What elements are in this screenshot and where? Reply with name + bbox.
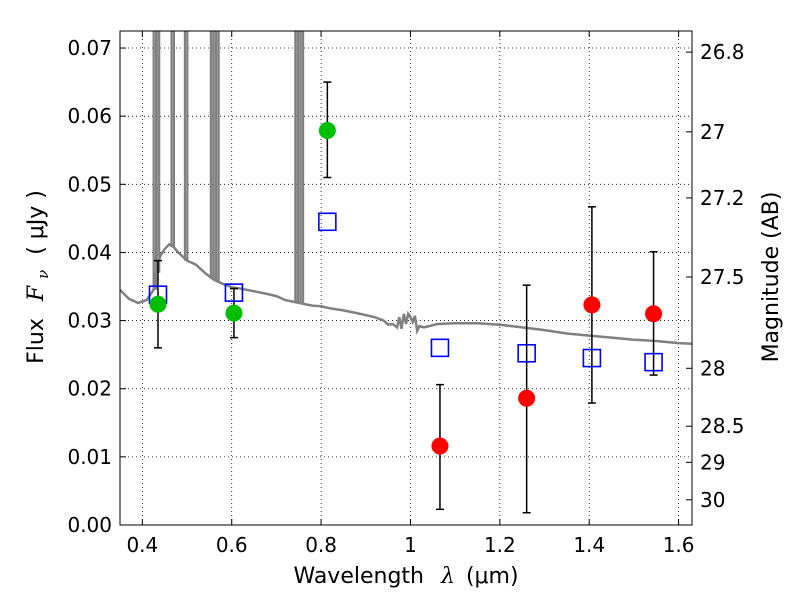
emission-line	[170, 31, 176, 247]
x-axis-label-text: Wavelength	[293, 564, 424, 589]
x-tick-label: 1	[404, 533, 417, 557]
x-axis-label: Wavelength λ (μm)	[293, 564, 518, 589]
red-data-point	[645, 305, 663, 323]
spectrum-layer	[120, 31, 692, 346]
y-axis-label: Flux F ν ( μJy )	[24, 190, 54, 364]
x-tick-label: 1.6	[663, 533, 695, 557]
model-square-point	[430, 338, 450, 358]
y-tick-label: 0.03	[67, 309, 112, 333]
model-square-point	[517, 343, 536, 363]
red-data-point	[518, 389, 536, 407]
x-tick-label: 0.8	[305, 533, 337, 557]
y2-axis-label: Magnitude (AB)	[759, 192, 784, 363]
y-tick-label: 0.07	[67, 36, 112, 60]
axis-ticks: 0.4 0.6 0.8 1 1.2 1.4 1.6 0.00 0.01 0.02 0.03 0.04 0…	[67, 31, 745, 557]
x-tick-label: 1.2	[484, 533, 516, 557]
y-tick-label: 0.01	[67, 445, 112, 469]
y-tick-label: 0.06	[67, 104, 112, 128]
y-axis-label-unit: ( μJy )	[24, 190, 49, 255]
x-axis-label-symbol: λ	[440, 564, 455, 589]
y2-tick-label: 27.2	[700, 186, 745, 210]
y2-tick-label: 27	[700, 120, 725, 144]
red-data-point	[583, 296, 601, 314]
model-square-point	[224, 283, 244, 302]
green-data-point	[149, 295, 167, 313]
x-tick-label: 0.4	[126, 533, 158, 557]
y-axis-label-text: Flux	[24, 318, 49, 364]
y-tick-label: 0.02	[67, 377, 112, 401]
y2-tick-label: 28	[700, 356, 725, 380]
markers-layer	[148, 81, 663, 514]
y-axis-label-symbol: F	[24, 285, 49, 302]
red-data-point	[431, 437, 449, 455]
x-axis-label-unit: (μm)	[466, 564, 519, 589]
x-tick-label: 0.6	[216, 533, 248, 557]
y2-tick-label: 26.8	[700, 40, 745, 64]
emission-line	[183, 31, 189, 261]
model-square-point	[582, 348, 602, 368]
y2-tick-label: 28.5	[700, 414, 745, 438]
spectrum-line	[120, 242, 692, 346]
model-square-point	[644, 352, 663, 372]
y-axis-label-subscript: ν	[34, 270, 52, 279]
y2-tick-label: 30	[700, 488, 725, 512]
y2-tick-label: 29	[700, 450, 725, 474]
y2-tick-label: 27.5	[700, 265, 745, 289]
grid	[120, 31, 692, 526]
emission-line	[215, 31, 220, 282]
green-data-point	[225, 304, 243, 322]
plot-frame	[119, 30, 693, 526]
green-data-point	[318, 121, 336, 139]
emission-line	[155, 31, 161, 273]
y-tick-label: 0.00	[67, 513, 112, 537]
y-tick-label: 0.05	[67, 172, 112, 196]
x-tick-label: 1.4	[573, 533, 605, 557]
model-square-point	[318, 212, 337, 232]
emission-line	[299, 31, 305, 304]
y-tick-label: 0.04	[67, 240, 112, 264]
